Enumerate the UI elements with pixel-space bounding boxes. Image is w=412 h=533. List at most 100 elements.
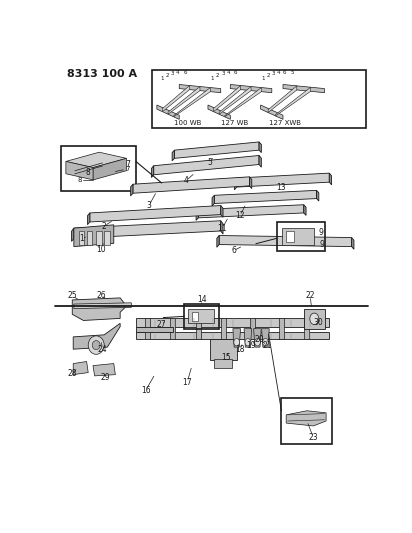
Text: 20: 20 (254, 335, 264, 344)
Text: 1: 1 (80, 234, 84, 243)
Polygon shape (230, 84, 272, 93)
Text: 1: 1 (262, 76, 265, 81)
Bar (304, 318, 309, 339)
Polygon shape (72, 298, 126, 320)
Bar (184, 304, 219, 329)
Text: 16: 16 (141, 386, 150, 395)
Polygon shape (219, 86, 251, 114)
Polygon shape (131, 184, 133, 196)
Polygon shape (154, 156, 259, 175)
Text: 28: 28 (68, 369, 77, 378)
Text: 3: 3 (171, 71, 174, 76)
Bar (214, 359, 232, 368)
Polygon shape (179, 84, 221, 93)
Polygon shape (87, 213, 90, 225)
Polygon shape (249, 177, 252, 189)
Bar (282, 228, 314, 245)
Polygon shape (73, 324, 120, 349)
Polygon shape (283, 84, 325, 93)
Text: 23: 23 (309, 433, 318, 442)
Ellipse shape (92, 341, 100, 350)
Text: 7: 7 (126, 160, 131, 169)
Polygon shape (90, 206, 221, 222)
Text: 11: 11 (218, 224, 227, 232)
Text: 4: 4 (277, 70, 281, 75)
Polygon shape (74, 221, 221, 238)
Text: 4: 4 (183, 176, 188, 185)
Polygon shape (151, 166, 154, 177)
Polygon shape (259, 142, 261, 152)
Text: 30: 30 (313, 318, 323, 327)
Text: 3: 3 (272, 71, 275, 76)
Text: 1: 1 (160, 76, 164, 81)
Text: 3: 3 (221, 71, 225, 76)
Text: 18: 18 (235, 345, 245, 354)
Text: 6: 6 (234, 70, 237, 75)
Text: 127 XWB: 127 XWB (269, 120, 301, 126)
Polygon shape (172, 150, 174, 161)
Polygon shape (259, 156, 261, 167)
Polygon shape (221, 221, 223, 234)
Polygon shape (136, 333, 329, 339)
Text: 15: 15 (221, 353, 230, 362)
Polygon shape (157, 105, 179, 119)
Ellipse shape (310, 313, 319, 325)
Ellipse shape (88, 336, 104, 354)
Bar (279, 318, 284, 339)
Text: 29: 29 (101, 374, 110, 382)
Text: 2: 2 (216, 73, 219, 78)
Polygon shape (286, 411, 326, 426)
Text: 6: 6 (283, 70, 286, 76)
Text: 7: 7 (126, 166, 130, 173)
Polygon shape (136, 318, 329, 327)
Text: 26: 26 (96, 292, 106, 300)
Polygon shape (133, 177, 249, 193)
Bar (170, 318, 176, 339)
Text: 100 WB: 100 WB (173, 120, 201, 126)
Polygon shape (234, 178, 236, 190)
Text: 10: 10 (96, 245, 106, 254)
Text: 17: 17 (183, 377, 192, 386)
Polygon shape (196, 209, 199, 220)
Text: 21: 21 (262, 341, 272, 350)
Polygon shape (93, 364, 115, 376)
Polygon shape (73, 361, 88, 375)
Polygon shape (212, 195, 214, 206)
Bar (96, 231, 102, 245)
Polygon shape (261, 105, 283, 119)
Ellipse shape (234, 338, 239, 346)
Text: 8: 8 (77, 177, 82, 183)
Polygon shape (217, 236, 219, 247)
Polygon shape (244, 329, 252, 347)
Bar (250, 318, 255, 339)
Polygon shape (236, 173, 329, 187)
Polygon shape (173, 87, 211, 117)
Text: 14: 14 (197, 295, 206, 304)
Polygon shape (276, 87, 311, 116)
Polygon shape (208, 105, 230, 119)
Text: 13: 13 (276, 183, 286, 191)
Bar (61, 146, 136, 191)
Ellipse shape (255, 338, 260, 346)
Bar (276, 222, 325, 251)
Text: 8: 8 (86, 168, 91, 177)
Polygon shape (74, 303, 131, 309)
Text: 5: 5 (207, 158, 212, 167)
Bar (87, 231, 92, 245)
Polygon shape (268, 86, 297, 112)
Polygon shape (262, 329, 269, 347)
Polygon shape (66, 152, 126, 167)
Polygon shape (316, 190, 319, 201)
Polygon shape (254, 329, 261, 347)
Text: 3: 3 (146, 201, 151, 210)
Polygon shape (66, 161, 93, 180)
Polygon shape (72, 228, 74, 241)
Text: 6: 6 (184, 70, 187, 75)
Polygon shape (225, 87, 262, 117)
Text: 5: 5 (291, 70, 294, 75)
Ellipse shape (262, 338, 268, 346)
Bar (188, 309, 214, 324)
Text: 6: 6 (231, 246, 236, 255)
Text: 25: 25 (68, 292, 77, 300)
Text: 22: 22 (305, 292, 315, 300)
